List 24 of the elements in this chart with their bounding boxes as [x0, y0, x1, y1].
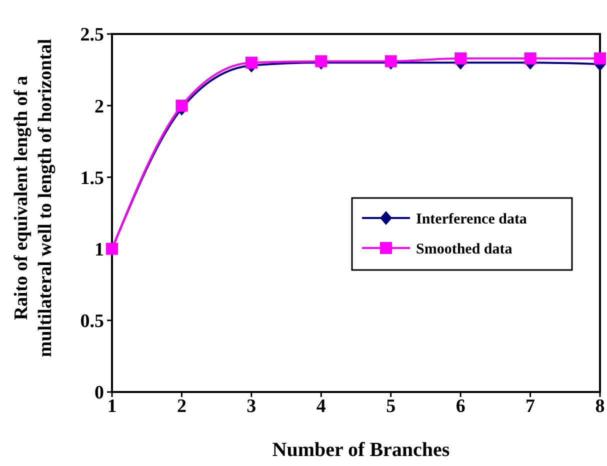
x-axis-title: Number of Branches — [272, 439, 450, 461]
point — [594, 52, 606, 64]
x-tick-label: 6 — [456, 396, 466, 417]
y-tick-label: 2 — [94, 96, 104, 118]
point — [384, 55, 397, 68]
point — [315, 55, 328, 68]
y-tick-label: 1.5 — [80, 168, 104, 189]
point — [454, 52, 467, 64]
x-tick-label: 4 — [316, 396, 326, 417]
legend-label: Smoothed data — [416, 241, 513, 258]
y-tick-label: 0.5 — [80, 311, 104, 332]
y-axis-title: Raito of equivalent length of a multilateral well to length of horizontal — [11, 38, 56, 358]
x-tick-label: 2 — [176, 396, 186, 417]
y-tick-label: 2.5 — [80, 24, 104, 46]
point — [176, 100, 188, 112]
x-tick-label: 3 — [246, 396, 256, 417]
legend-label: Interference data — [416, 211, 528, 228]
y-tick-label: 1 — [94, 239, 104, 260]
y-tick-label: 0 — [94, 382, 104, 404]
x-tick-label: 7 — [526, 396, 536, 417]
point — [245, 56, 258, 69]
x-tick-label: 5 — [386, 396, 396, 417]
point — [524, 52, 536, 64]
x-tick-label: 8 — [595, 396, 605, 417]
